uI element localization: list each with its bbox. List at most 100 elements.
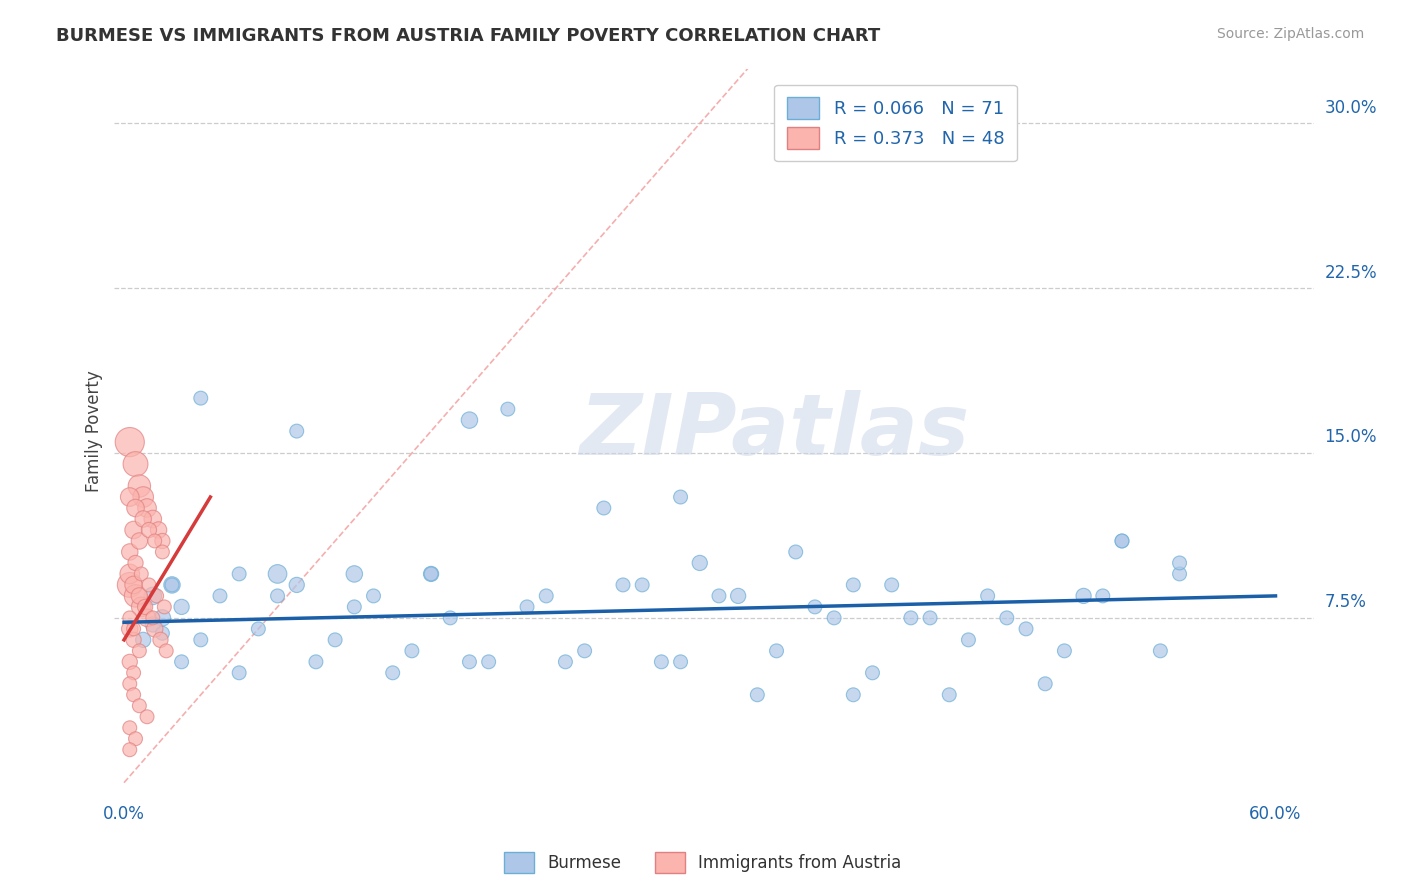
Point — [142, 589, 165, 603]
Point — [900, 611, 922, 625]
Point — [160, 578, 183, 592]
Point — [669, 490, 692, 504]
Point — [129, 599, 152, 614]
Point — [150, 533, 173, 548]
Point — [118, 566, 141, 581]
Point — [118, 611, 141, 625]
Point — [420, 566, 443, 581]
Point — [150, 545, 173, 559]
Point — [1111, 533, 1133, 548]
Point — [804, 599, 827, 614]
Point — [1168, 566, 1191, 581]
Point — [420, 566, 443, 581]
Point — [401, 644, 423, 658]
Point — [142, 617, 165, 632]
Point — [143, 622, 166, 636]
Point — [880, 578, 903, 592]
Point — [122, 632, 145, 647]
Point — [118, 622, 141, 636]
Point — [170, 599, 193, 614]
Point — [190, 632, 212, 647]
Point — [122, 622, 145, 636]
Point — [285, 424, 308, 438]
Text: Source: ZipAtlas.com: Source: ZipAtlas.com — [1216, 27, 1364, 41]
Point — [118, 742, 141, 756]
Legend: R = 0.066   N = 71, R = 0.373   N = 48: R = 0.066 N = 71, R = 0.373 N = 48 — [775, 85, 1017, 161]
Point — [128, 533, 150, 548]
Point — [631, 578, 654, 592]
Point — [1149, 644, 1171, 658]
Point — [1073, 589, 1095, 603]
Point — [228, 566, 250, 581]
Point — [124, 556, 146, 570]
Point — [592, 501, 614, 516]
Point — [785, 545, 807, 559]
Point — [138, 578, 160, 592]
Point — [150, 626, 173, 640]
Point — [160, 578, 183, 592]
Point — [122, 665, 145, 680]
Point — [145, 589, 167, 603]
Point — [1015, 622, 1038, 636]
Point — [478, 655, 501, 669]
Point — [136, 611, 159, 625]
Point — [124, 731, 146, 746]
Point — [305, 655, 328, 669]
Point — [118, 435, 141, 450]
Point — [458, 413, 481, 427]
Point — [995, 611, 1018, 625]
Point — [516, 599, 538, 614]
Point — [132, 632, 155, 647]
Point — [707, 589, 730, 603]
Point — [765, 644, 787, 658]
Point — [150, 611, 173, 625]
Text: BURMESE VS IMMIGRANTS FROM AUSTRIA FAMILY POVERTY CORRELATION CHART: BURMESE VS IMMIGRANTS FROM AUSTRIA FAMIL… — [56, 27, 880, 45]
Point — [727, 589, 749, 603]
Point — [612, 578, 634, 592]
Point — [118, 545, 141, 559]
Point — [363, 589, 385, 603]
Y-axis label: Family Poverty: Family Poverty — [86, 370, 103, 492]
Point — [534, 589, 557, 603]
Point — [118, 721, 141, 735]
Point — [266, 566, 288, 581]
Point — [285, 578, 308, 592]
Point — [136, 710, 159, 724]
Point — [747, 688, 769, 702]
Point — [148, 523, 170, 537]
Point — [142, 512, 165, 526]
Point — [650, 655, 672, 669]
Point — [957, 632, 980, 647]
Point — [458, 655, 481, 669]
Point — [170, 655, 193, 669]
Text: ZIPatlas: ZIPatlas — [579, 390, 969, 473]
Point — [842, 578, 865, 592]
Point — [1091, 589, 1114, 603]
Point — [1168, 556, 1191, 570]
Point — [266, 589, 288, 603]
Legend: Burmese, Immigrants from Austria: Burmese, Immigrants from Austria — [498, 846, 908, 880]
Point — [343, 599, 366, 614]
Point — [132, 490, 155, 504]
Point — [155, 644, 177, 658]
Point — [118, 578, 141, 592]
Point — [228, 665, 250, 680]
Point — [381, 665, 404, 680]
Point — [122, 523, 145, 537]
Point — [323, 632, 346, 647]
Point — [149, 632, 172, 647]
Point — [247, 622, 270, 636]
Point — [124, 501, 146, 516]
Point — [128, 698, 150, 713]
Point — [143, 533, 166, 548]
Point — [118, 655, 141, 669]
Point — [118, 677, 141, 691]
Point — [129, 566, 152, 581]
Point — [976, 589, 998, 603]
Point — [128, 479, 150, 493]
Point — [142, 611, 165, 625]
Point — [823, 611, 845, 625]
Point — [134, 599, 156, 614]
Point — [136, 501, 159, 516]
Point — [669, 655, 692, 669]
